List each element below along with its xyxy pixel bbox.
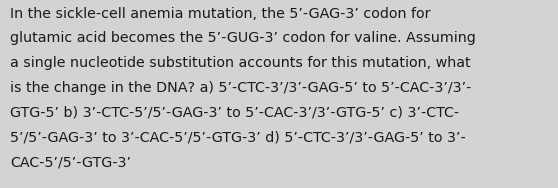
Text: glutamic acid becomes the 5’-GUG-3’ codon for valine. Assuming: glutamic acid becomes the 5’-GUG-3’ codo… — [10, 31, 476, 45]
Text: a single nucleotide substitution accounts for this mutation, what: a single nucleotide substitution account… — [10, 56, 470, 70]
Text: 5’/5’-GAG-3’ to 3’-CAC-5’/5’-GTG-3’ d) 5’-CTC-3’/3’-GAG-5’ to 3’-: 5’/5’-GAG-3’ to 3’-CAC-5’/5’-GTG-3’ d) 5… — [10, 131, 466, 145]
Text: CAC-5’/5’-GTG-3’: CAC-5’/5’-GTG-3’ — [10, 155, 131, 169]
Text: is the change in the DNA? a) 5’-CTC-3’/3’-GAG-5’ to 5’-CAC-3’/3’-: is the change in the DNA? a) 5’-CTC-3’/3… — [10, 81, 472, 95]
Text: GTG-5’ b) 3’-CTC-5’/5’-GAG-3’ to 5’-CAC-3’/3’-GTG-5’ c) 3’-CTC-: GTG-5’ b) 3’-CTC-5’/5’-GAG-3’ to 5’-CAC-… — [10, 106, 459, 120]
Text: In the sickle-cell anemia mutation, the 5’-GAG-3’ codon for: In the sickle-cell anemia mutation, the … — [10, 7, 431, 20]
